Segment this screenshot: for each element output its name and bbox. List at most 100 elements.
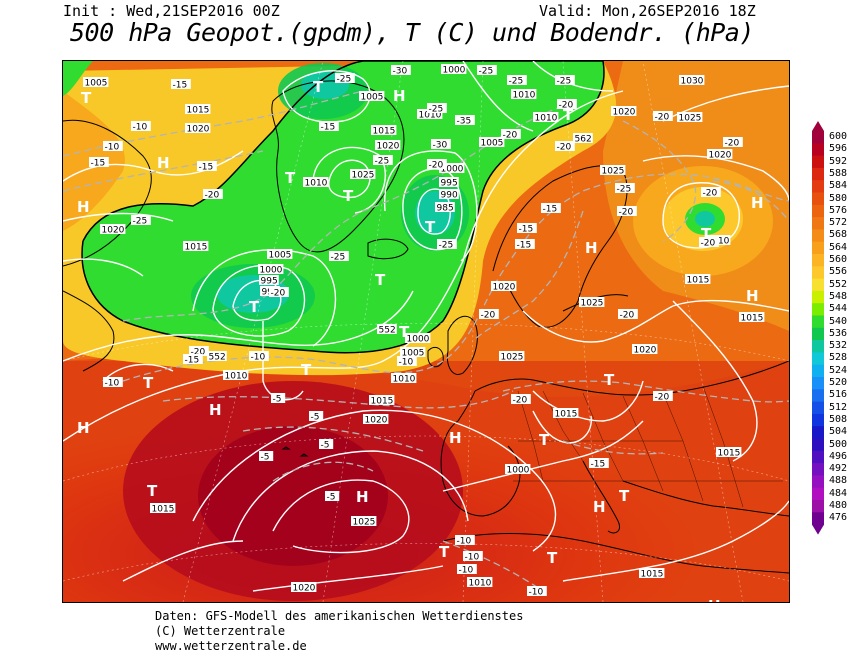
high-pressure-marker: H [393, 87, 406, 105]
legend-label: 508 [829, 413, 848, 425]
legend-swatch [812, 241, 824, 255]
svg-text:-25: -25 [133, 217, 148, 227]
isotherm-label: -10 [103, 141, 123, 153]
svg-text:1020: 1020 [634, 346, 657, 356]
svg-text:-20: -20 [191, 348, 206, 358]
legend-label: 584 [829, 180, 848, 192]
isobar-label: 1025 [351, 516, 377, 528]
svg-text:1015: 1015 [371, 397, 394, 407]
isotherm-label: -25 [507, 75, 527, 87]
svg-text:-5: -5 [321, 441, 330, 451]
legend-label: 536 [829, 327, 848, 339]
isobar-label: 985 [435, 202, 455, 214]
legend-label: 572 [829, 217, 848, 229]
svg-text:-15: -15 [185, 356, 200, 366]
legend-label: 480 [829, 500, 848, 511]
svg-text:1000: 1000 [507, 466, 530, 476]
legend-label: 548 [829, 290, 848, 302]
isobar-label: 1015 [639, 568, 665, 580]
isobar-label: 990 [439, 189, 459, 201]
svg-text:1000: 1000 [441, 165, 464, 175]
legend-swatch [812, 204, 824, 218]
svg-text:-15: -15 [591, 460, 606, 470]
isotherm-label: -5 [325, 491, 340, 503]
svg-text:-5: -5 [327, 493, 336, 503]
isobar-label: 1000 [441, 64, 467, 76]
low-pressure-marker: T [343, 187, 354, 205]
svg-text:1020: 1020 [613, 108, 636, 118]
svg-text:-20: -20 [429, 161, 444, 171]
isotherm-label: -15 [171, 79, 191, 91]
isotherm-label: -25 [373, 155, 393, 167]
legend-label: 532 [829, 340, 848, 352]
isobar-label: 995 [439, 177, 459, 189]
temperature-labels: -15 -25 -30 -25 -25 -25 -20 -10 -10 -15 -15 -15 -25 -… [89, 65, 743, 598]
isotherm-label: -10 [463, 551, 483, 563]
svg-text:-10: -10 [133, 123, 148, 133]
svg-text:-25: -25 [617, 185, 632, 195]
svg-text:1020: 1020 [493, 283, 516, 293]
isotherm-label: -5 [309, 411, 324, 423]
svg-text:1005: 1005 [361, 93, 384, 103]
low-pressure-marker: T [285, 169, 296, 187]
high-pressure-marker: H [751, 194, 764, 212]
svg-text:1015: 1015 [555, 410, 578, 420]
svg-text:1010: 1010 [535, 114, 558, 124]
svg-text:1005: 1005 [402, 349, 425, 359]
isobar-label: 1020 [491, 281, 517, 293]
high-pressure-marker: H [585, 239, 598, 257]
isotherm-label: -20 [501, 129, 521, 141]
svg-text:-20: -20 [271, 289, 286, 299]
high-pressure-marker: H [593, 498, 606, 516]
svg-text:-20: -20 [725, 139, 740, 149]
legend-label: 528 [829, 352, 848, 364]
isobar-label: 1020 [100, 224, 126, 236]
svg-text:-20: -20 [557, 143, 572, 153]
svg-text:1025: 1025 [602, 167, 625, 177]
isobar-label: 1010 [511, 89, 537, 101]
isotherm-label: -20 [617, 206, 637, 218]
valid-time: Valid: Mon,26SEP2016 18Z [539, 2, 756, 20]
isobar-label: 552 [377, 324, 397, 336]
svg-text:1015: 1015 [641, 570, 664, 580]
svg-text:-10: -10 [105, 143, 120, 153]
svg-text:1020: 1020 [365, 416, 388, 426]
svg-text:-25: -25 [479, 67, 494, 77]
low-pressure-marker: T [701, 225, 712, 243]
isotherm-label: -15 [589, 458, 609, 470]
legend-label: 576 [829, 204, 848, 216]
isobar-label: 1025 [499, 351, 525, 363]
legend-label: 544 [829, 303, 848, 315]
svg-text:1015: 1015 [152, 505, 175, 515]
svg-text:-30: -30 [433, 141, 448, 151]
low-pressure-marker: T [143, 374, 154, 392]
svg-text:995: 995 [261, 277, 278, 287]
legend-swatch [812, 450, 824, 464]
isobar-label: 552 [207, 351, 227, 363]
legend-swatch [812, 500, 824, 513]
chart-title: 500 hPa Geopot.(gpdm), T (C) und Bodendr… [70, 18, 754, 47]
svg-text:990: 990 [441, 191, 458, 201]
map-canvas: 1005 1000 1015 1020 1005 1015 1020 1010 1010 1025… [63, 61, 789, 602]
legend-label: 540 [829, 315, 848, 327]
isobar-label: 1030 [679, 75, 705, 87]
svg-text:1010: 1010 [419, 111, 442, 121]
legend-label: 504 [829, 426, 848, 438]
isobar-label: 1015 [371, 125, 397, 137]
isobar-label: 1010 [303, 177, 329, 189]
legend-swatch [812, 266, 824, 280]
weather-map: 1005 1000 1015 1020 1005 1015 1020 1010 1010 1025… [62, 60, 790, 603]
svg-text:1020: 1020 [102, 226, 125, 236]
isobar-label: 1015 [185, 104, 211, 116]
isotherm-label: -10 [527, 586, 547, 598]
isotherm-label: -10 [457, 564, 477, 576]
legend-swatch [812, 180, 824, 193]
svg-text:1020: 1020 [709, 151, 732, 161]
svg-text:1025: 1025 [352, 171, 375, 181]
legend-bottom-arrow [812, 524, 824, 535]
isotherm-label: -25 [437, 239, 457, 251]
svg-text:-10: -10 [105, 379, 120, 389]
low-pressure-marker: T [313, 78, 324, 96]
legend-colorbar [812, 121, 824, 535]
legend-swatch [812, 143, 824, 157]
